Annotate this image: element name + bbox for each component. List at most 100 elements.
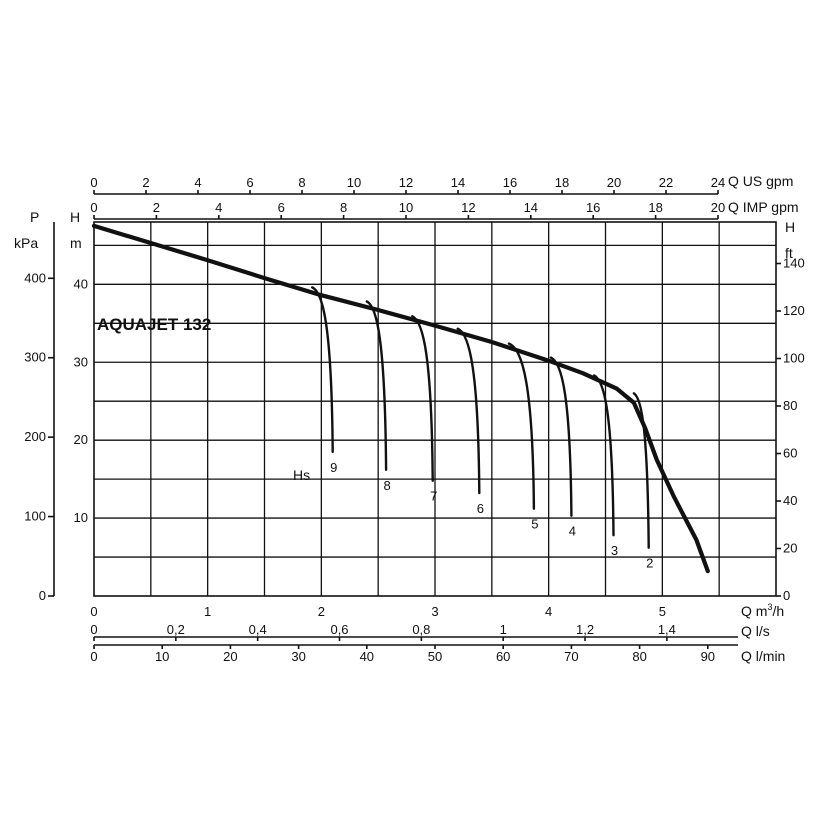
suction-curve-4: [549, 356, 573, 517]
suction-curve-label-2: 2: [646, 556, 653, 571]
us-gpm-tick-label: 6: [246, 175, 253, 190]
head-curve-line: [91, 223, 710, 574]
imp-gpm-tick-label: 6: [278, 200, 285, 215]
tick-labels: 0 2 4 6 8 10 12 14 16 18 20 22 240 2 4 6 8 10 12 14 16 18 200 1…: [24, 175, 804, 664]
suction-curve-6: [456, 327, 481, 495]
imp-gpm-tick-label: 0: [90, 200, 97, 215]
chart-grid: [94, 222, 776, 596]
imp-gpm-tick-label: 18: [648, 200, 662, 215]
imp-gpm-tick-label: 16: [586, 200, 600, 215]
y-axis-m-label: m: [70, 235, 82, 251]
performance-curves: 9 8 7 6 5 4 3 2: [91, 223, 710, 574]
imp-gpm-tick-label: 20: [711, 200, 725, 215]
suction-curve-5: [507, 342, 536, 510]
imp-gpm-tick-label: 4: [215, 200, 222, 215]
us-gpm-tick-label: 18: [555, 175, 569, 190]
imp-gpm-tick-label: 10: [399, 200, 413, 215]
us-gpm-tick-label: 12: [399, 175, 413, 190]
lmin-tick-label: 10: [155, 649, 169, 664]
ft-tick-label: 20: [783, 541, 797, 556]
suction-curve-label-3: 3: [611, 543, 618, 558]
ft-tick-label: 140: [783, 256, 805, 271]
h-m-tick-label: 30: [74, 354, 88, 369]
m3h-tick-label: 2: [318, 604, 325, 619]
lmin-tick-label: 50: [428, 649, 442, 664]
suction-curve-3: [592, 374, 615, 537]
kpa-tick-label: 400: [24, 270, 46, 285]
us-gpm-tick-label: 22: [659, 175, 673, 190]
h-m-tick-label: 10: [74, 510, 88, 525]
suction-curve-label-8: 8: [384, 478, 391, 493]
m3h-tick-label: 1: [204, 604, 211, 619]
x-axis-m3h-label: Q m3/h: [741, 602, 784, 619]
ft-tick-label: 100: [783, 351, 805, 366]
lmin-tick-label: 20: [223, 649, 237, 664]
m3h-tick-label: 5: [659, 604, 666, 619]
chart-axes: [48, 190, 781, 649]
us-gpm-tick-label: 4: [194, 175, 201, 190]
ls-tick-label: 0,6: [330, 622, 348, 637]
x-axis-m3h-sup: 3: [767, 602, 772, 612]
ls-tick-label: 0,4: [249, 622, 267, 637]
ls-tick-label: 1: [500, 622, 507, 637]
y-axis-h-ft-label: H: [785, 219, 795, 235]
x-axis-m3h-base: Q m: [741, 603, 767, 619]
ft-tick-label: 80: [783, 398, 797, 413]
us-gpm-tick-label: 14: [451, 175, 465, 190]
h-m-tick-label: 40: [74, 276, 88, 291]
suction-curve-label-5: 5: [531, 517, 538, 532]
kpa-tick-label: 100: [24, 509, 46, 524]
lmin-tick-label: 0: [90, 649, 97, 664]
us-gpm-tick-label: 20: [607, 175, 621, 190]
us-gpm-tick-label: 0: [90, 175, 97, 190]
kpa-tick-label: 0: [39, 588, 46, 603]
kpa-tick-label: 200: [24, 429, 46, 444]
suction-curve-label-9: 9: [330, 460, 337, 475]
top-axis-imp-gpm-label: Q IMP gpm: [728, 199, 799, 215]
imp-gpm-tick-label: 2: [153, 200, 160, 215]
chart-title: AQUAJET 132: [97, 315, 211, 334]
ls-tick-label: 0,2: [167, 622, 185, 637]
us-gpm-tick-label: 8: [298, 175, 305, 190]
top-axis-us-gpm-label: Q US gpm: [728, 173, 793, 189]
lmin-tick-label: 70: [564, 649, 578, 664]
ft-tick-label: 120: [783, 303, 805, 318]
m3h-tick-label: 3: [431, 604, 438, 619]
lmin-tick-label: 90: [701, 649, 715, 664]
y-axis-kpa-label: kPa: [14, 235, 38, 251]
lmin-tick-label: 30: [291, 649, 305, 664]
y-axis-ft-label: ft: [785, 245, 793, 261]
kpa-tick-label: 300: [24, 350, 46, 365]
suction-curve-7: [411, 315, 434, 482]
ft-tick-label: 40: [783, 493, 797, 508]
ls-tick-label: 0,8: [412, 622, 430, 637]
x-axis-lmin-label: Q l/min: [741, 648, 785, 664]
m3h-tick-label: 4: [545, 604, 552, 619]
suction-curve-2: [632, 392, 650, 549]
ls-tick-label: 1,2: [576, 622, 594, 637]
us-gpm-tick-label: 24: [711, 175, 725, 190]
ls-tick-label: 0: [90, 622, 97, 637]
x-axis-ls-label: Q l/s: [741, 623, 770, 639]
us-gpm-tick-label: 16: [503, 175, 517, 190]
us-gpm-tick-label: 2: [142, 175, 149, 190]
imp-gpm-tick-label: 14: [524, 200, 538, 215]
ls-tick-label: 1,4: [658, 622, 676, 637]
x-axis-m3h-tail: /h: [772, 603, 784, 619]
lmin-tick-label: 60: [496, 649, 510, 664]
plot-frame: [93, 221, 777, 597]
ft-tick-label: 60: [783, 446, 797, 461]
h-m-tick-label: 20: [74, 432, 88, 447]
imp-gpm-tick-label: 8: [340, 200, 347, 215]
suction-curve-label-6: 6: [477, 501, 484, 516]
y-axis-h-m-label: H: [70, 209, 80, 225]
suction-curve-9: [311, 286, 334, 454]
suction-curve-label-7: 7: [430, 489, 437, 504]
suction-curve-8: [365, 300, 388, 471]
lmin-tick-label: 80: [632, 649, 646, 664]
ft-tick-label: 0: [783, 588, 790, 603]
hs-label: Hs: [293, 467, 310, 483]
y-axis-p-label: P: [30, 209, 39, 225]
imp-gpm-tick-label: 12: [461, 200, 475, 215]
